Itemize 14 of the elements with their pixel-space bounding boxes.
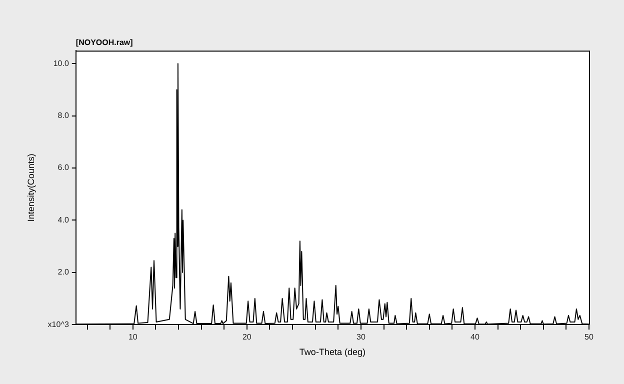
- y-axis-title: Intensity(Counts): [26, 154, 36, 222]
- y-tick-label: x10^3: [48, 320, 70, 329]
- y-tick-label: 8.0: [58, 111, 70, 120]
- y-tick-label: 10.0: [53, 58, 70, 68]
- x-axis-title: Two-Theta (deg): [299, 347, 366, 358]
- x-tick-label: 40: [470, 332, 480, 342]
- chart-title: [NOYOOH.raw]: [76, 38, 134, 48]
- y-tick-label: 6.0: [58, 163, 70, 172]
- x-tick-label: 30: [356, 332, 366, 342]
- y-tick-label: 4.0: [58, 215, 70, 224]
- x-tick-label: 20: [242, 332, 252, 342]
- y-tick-label: 2.0: [58, 268, 70, 277]
- x-tick-label: 50: [584, 332, 594, 342]
- x-tick-label: 10: [128, 332, 138, 342]
